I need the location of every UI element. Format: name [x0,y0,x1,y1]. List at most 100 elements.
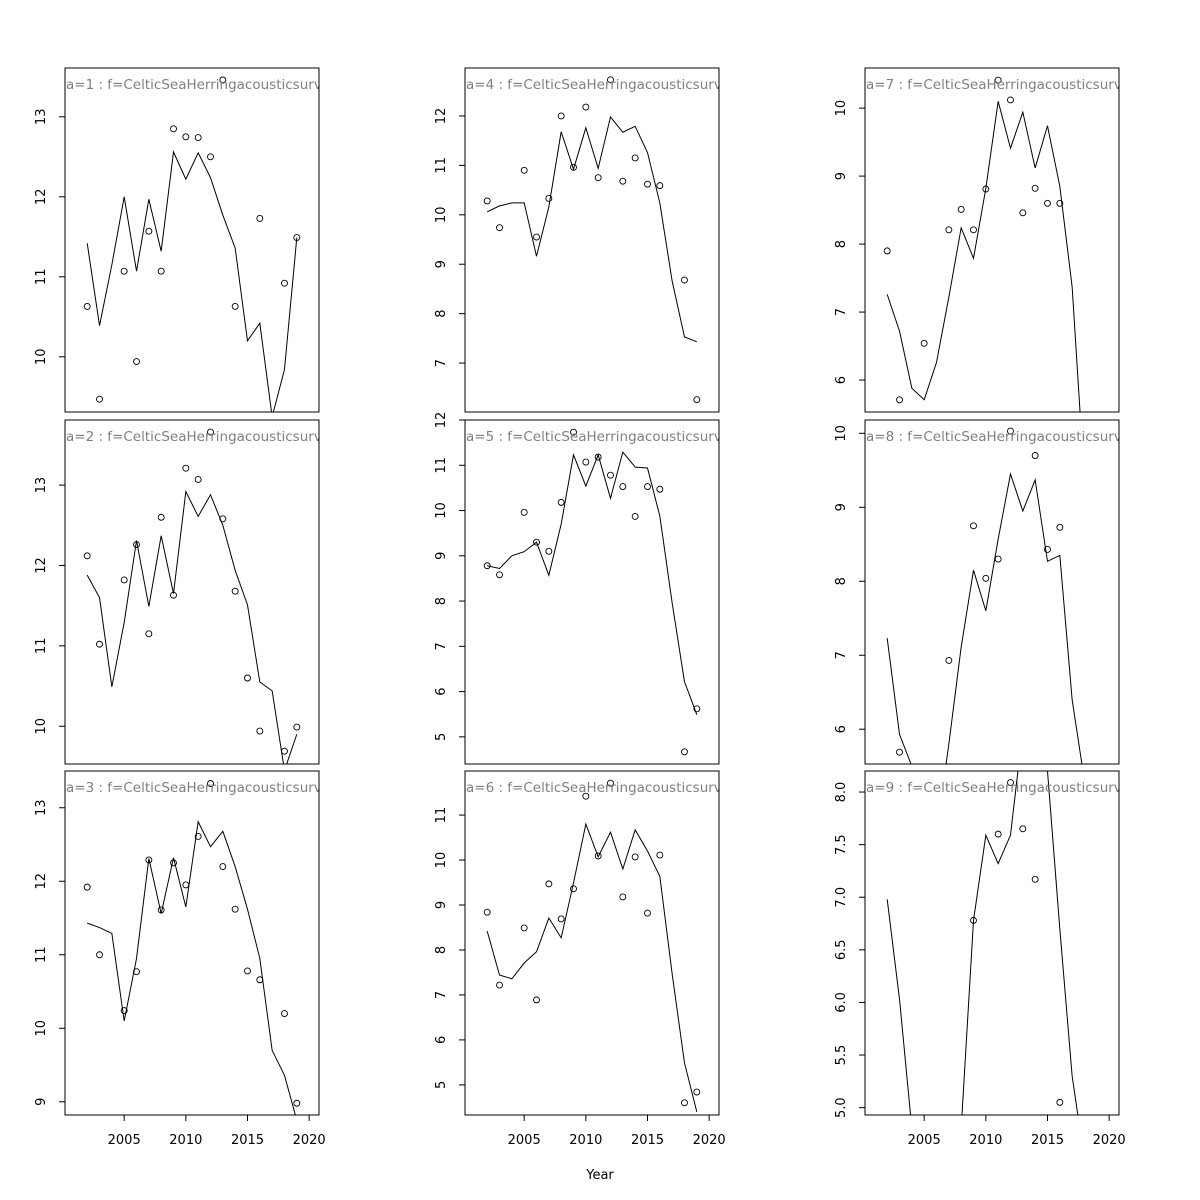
data-point [194,476,202,483]
plot-frame [64,770,320,1116]
plot-area: a=1 : f=CelticSeaHerringacousticsurv [66,76,322,412]
data-point [293,723,301,731]
y-tick-label: 6.5 [834,939,849,960]
data-point [1031,452,1039,459]
y-tick-label: 6 [434,687,449,695]
y-tick-label: 6 [434,1036,449,1044]
x-tick-label: 2010 [569,1133,602,1148]
data-point [219,863,227,871]
data-point [281,279,288,287]
panel-title: a=4 : f=CelticSeaHerringacousticsurv [466,77,722,93]
data-point [957,205,965,213]
y-tick-label: 10 [434,502,449,519]
data-point [207,428,214,436]
data-point [244,674,251,682]
data-point [582,458,590,466]
panel: a=4 : f=CelticSeaHerringacousticsurv 7 8 9 1… [434,67,722,413]
panel: a=5 : f=CelticSeaHerringacousticsurv 5 6 7 8… [434,412,722,765]
data-point [194,134,202,142]
plot-area: a=3 : f=CelticSeaHerringacousticsurv [66,780,319,1115]
data-point [120,267,128,275]
y-tick-label: 13 [34,799,49,816]
data-point [557,112,565,120]
y-tick-label: 11 [434,457,449,474]
x-tick-label: 2015 [231,1133,264,1148]
y-tick-label: 10 [434,852,449,869]
panel-title: a=5 : f=CelticSeaHerringacousticsurv [466,429,722,445]
data-point [120,1007,128,1015]
y-tick-label: 10 [834,425,849,442]
data-point [970,226,977,234]
data-point [644,909,651,917]
data-point [1044,546,1051,553]
data-line [86,150,298,412]
panel-title: a=7 : f=CelticSeaHerringacousticsurv [866,77,1122,93]
data-point [145,630,153,638]
plot-frame [64,419,320,765]
y-tick-label: 9 [434,260,449,268]
y-tick-label: 6 [834,376,849,384]
data-point [681,748,688,756]
data-point [219,76,227,84]
data-point [582,792,590,800]
data-point [194,832,202,840]
panel: a=2 : f=CelticSeaHerringacousticsurv 10 11… [34,419,320,765]
data-point [1019,825,1027,833]
y-tick-label: 5.0 [834,1097,849,1118]
data-point [693,396,701,404]
panel: a=7 : f=CelticSeaHerringacousticsurv 6 7 8 9… [834,67,1122,413]
x-tick-label: 2005 [108,1133,141,1148]
y-tick-label: 8 [834,240,849,248]
panel: a=8 : f=CelticSeaHerringacousticsurv 6 7 8 9… [834,419,1120,765]
y-tick-label: 7.0 [834,887,849,908]
y-tick-label: 5 [434,1081,449,1089]
x-tick-label: 2010 [169,1133,202,1148]
data-point [483,562,491,570]
data-point [483,197,491,205]
data-point [945,226,953,234]
y-tick-label: 11 [34,638,49,655]
x-tick-label: 2015 [1031,1133,1064,1148]
y-tick-label: 11 [34,946,49,963]
data-point [133,358,140,366]
data-point [83,302,91,310]
data-point [207,780,214,787]
data-line [886,771,1079,1115]
y-tick-label: 9 [434,901,449,909]
data-point [520,166,528,174]
data-point [656,851,664,859]
plot-area: a=9 : f=CelticSeaHerringacousticsurv [866,771,1122,1115]
data-point [545,880,553,888]
data-point [545,195,553,202]
y-tick-label: 10 [434,207,449,224]
panel-title: a=1 : f=CelticSeaHerringacousticsurv [66,77,322,93]
y-tick-label: 12 [34,189,49,206]
data-point [483,908,491,916]
y-tick-label: 10 [34,1020,49,1037]
y-tick-label: 7 [434,359,449,367]
plot-area: a=4 : f=CelticSeaHerringacousticsurv [466,76,722,404]
data-point [681,1099,688,1107]
data-point [496,571,503,579]
panel-title: a=9 : f=CelticSeaHerringacousticsurv [866,780,1122,796]
data-point [607,779,614,787]
data-point [896,396,903,404]
data-point [182,464,190,472]
x-tick-label: 2005 [508,1133,541,1148]
y-tick-label: 13 [34,477,49,494]
data-point [545,547,553,555]
data-point [1019,209,1027,217]
data-point [182,133,190,141]
x-tick-label: 2005 [908,1133,941,1148]
data-line [87,820,296,1115]
y-tick-label: 10 [34,718,49,735]
y-tick-label: 10 [834,100,849,117]
data-point [1044,199,1051,207]
data-point [533,538,540,546]
data-point [982,574,990,582]
data-point [182,881,190,889]
data-point [631,512,639,520]
plot-frame [464,419,720,765]
data-point [619,483,627,490]
data-point [631,853,639,861]
